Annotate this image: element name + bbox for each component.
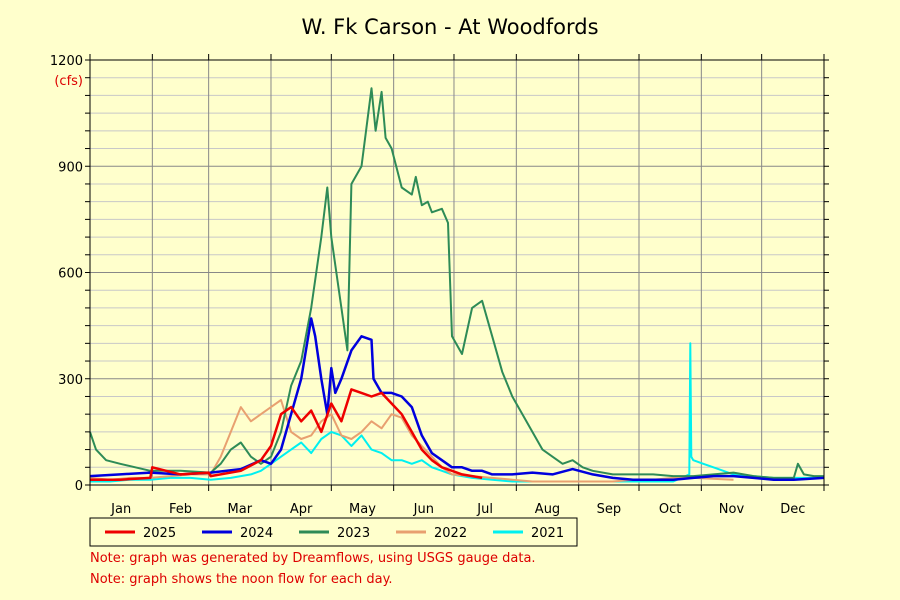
- x-tick-label: Nov: [719, 502, 745, 517]
- x-tick-label: Mar: [228, 502, 253, 517]
- x-tick-label: Jan: [110, 502, 131, 517]
- note-source: Note: graph was generated by Dreamflows,…: [90, 551, 536, 566]
- x-axis: Jan Feb Mar Apr May Jun Jul Aug Sep Oct Nov Dec: [89, 54, 825, 517]
- chart-title: W. Fk Carson - At Woodfords: [301, 15, 598, 39]
- legend: 2025 2024 2023 2022 2021: [89, 517, 578, 547]
- legend-label-2024: 2024: [240, 526, 273, 541]
- series-line-2022: [89, 399, 734, 483]
- x-tick-label: Oct: [659, 502, 681, 517]
- series-lines: [89, 87, 825, 483]
- x-tick-label: Jul: [476, 502, 493, 517]
- x-tick-label: Dec: [780, 502, 805, 517]
- series-line-2024: [89, 317, 825, 481]
- series-line-2023: [89, 87, 824, 479]
- y-tick-label: 1200: [50, 54, 83, 69]
- y-tick-label: 900: [58, 160, 83, 175]
- y-tick-label: 600: [58, 267, 83, 282]
- notes: Note: graph was generated by Dreamflows,…: [90, 548, 536, 590]
- y-tick-label: 0: [75, 479, 83, 494]
- y-tick-label: 300: [58, 373, 83, 388]
- x-tick-label: Feb: [169, 502, 192, 517]
- note-noon: Note: graph shows the noon flow for each…: [90, 572, 393, 587]
- x-tick-label: Apr: [290, 502, 313, 517]
- y-axis: 0 300 600 900 1200: [50, 54, 829, 494]
- plot-frame: [89, 59, 825, 486]
- series-line-2021: [90, 342, 824, 483]
- legend-label-2021: 2021: [531, 526, 564, 541]
- x-tick-label: Aug: [535, 502, 560, 517]
- series-line-2025: [90, 388, 483, 481]
- legend-label-2022: 2022: [434, 526, 467, 541]
- grid-lines: [89, 59, 825, 486]
- y-unit-label: (cfs): [54, 74, 83, 89]
- legend-label-2023: 2023: [337, 526, 370, 541]
- x-tick-label: May: [349, 502, 376, 517]
- legend-label-2025: 2025: [143, 526, 176, 541]
- x-tick-label: Jun: [413, 502, 434, 517]
- x-tick-label: Sep: [597, 502, 622, 517]
